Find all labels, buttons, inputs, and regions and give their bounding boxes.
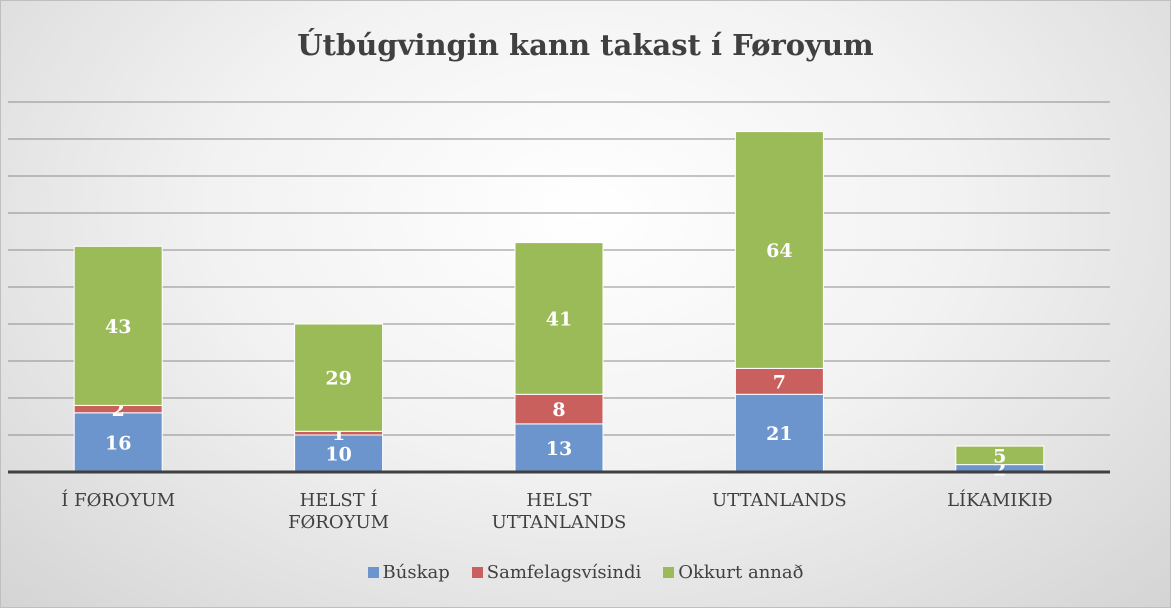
bar-segment: [294, 323, 384, 432]
bar-segment: [514, 423, 604, 473]
x-tick-label: Í FØROYUM: [61, 490, 176, 511]
data-label: 13: [546, 438, 572, 460]
bar-segment: [514, 393, 604, 425]
legend-item: Samfelagsvísindi: [471, 562, 642, 583]
bar-segment: [734, 131, 824, 369]
data-label: 10: [325, 444, 351, 466]
data-label: 43: [105, 316, 131, 338]
legend-label: Okkurt annað: [678, 562, 804, 583]
data-label: 64: [766, 240, 792, 262]
data-label: 5: [993, 445, 1006, 467]
x-tick-label: HELST Í FØROYUM: [288, 490, 390, 533]
data-label: 41: [546, 308, 572, 330]
legend-swatch: [471, 567, 483, 578]
legend-swatch: [663, 567, 675, 578]
bar-segment: [514, 242, 604, 395]
bar-segment: [73, 245, 163, 406]
x-tick-label: UTTANLANDS: [712, 490, 847, 511]
x-tick-label: HELST UTTANLANDS: [491, 490, 627, 533]
chart-title: Útbúgvingin kann takast í Føroyum: [297, 28, 874, 62]
data-label: 7: [773, 371, 786, 393]
data-label: 21: [766, 423, 792, 445]
data-label: 16: [105, 432, 131, 454]
legend-swatch: [367, 567, 379, 578]
legend-label: Samfelagsvísindi: [486, 562, 642, 583]
legend-item: Okkurt annað: [663, 562, 803, 583]
legend-item: Búskap: [367, 562, 450, 583]
legend-label: Búskap: [382, 562, 450, 583]
bar-segment: [294, 434, 384, 473]
bar-segment: [73, 412, 163, 473]
bar-segment: [734, 367, 824, 395]
data-label: 29: [325, 368, 351, 390]
x-tick-label: LÍKAMIKIÐ: [947, 490, 1053, 511]
legend: Búskap Samfelagsvísindi Okkurt annað: [0, 562, 1171, 583]
bar-segment: [955, 445, 1045, 466]
data-label: 8: [552, 399, 565, 421]
